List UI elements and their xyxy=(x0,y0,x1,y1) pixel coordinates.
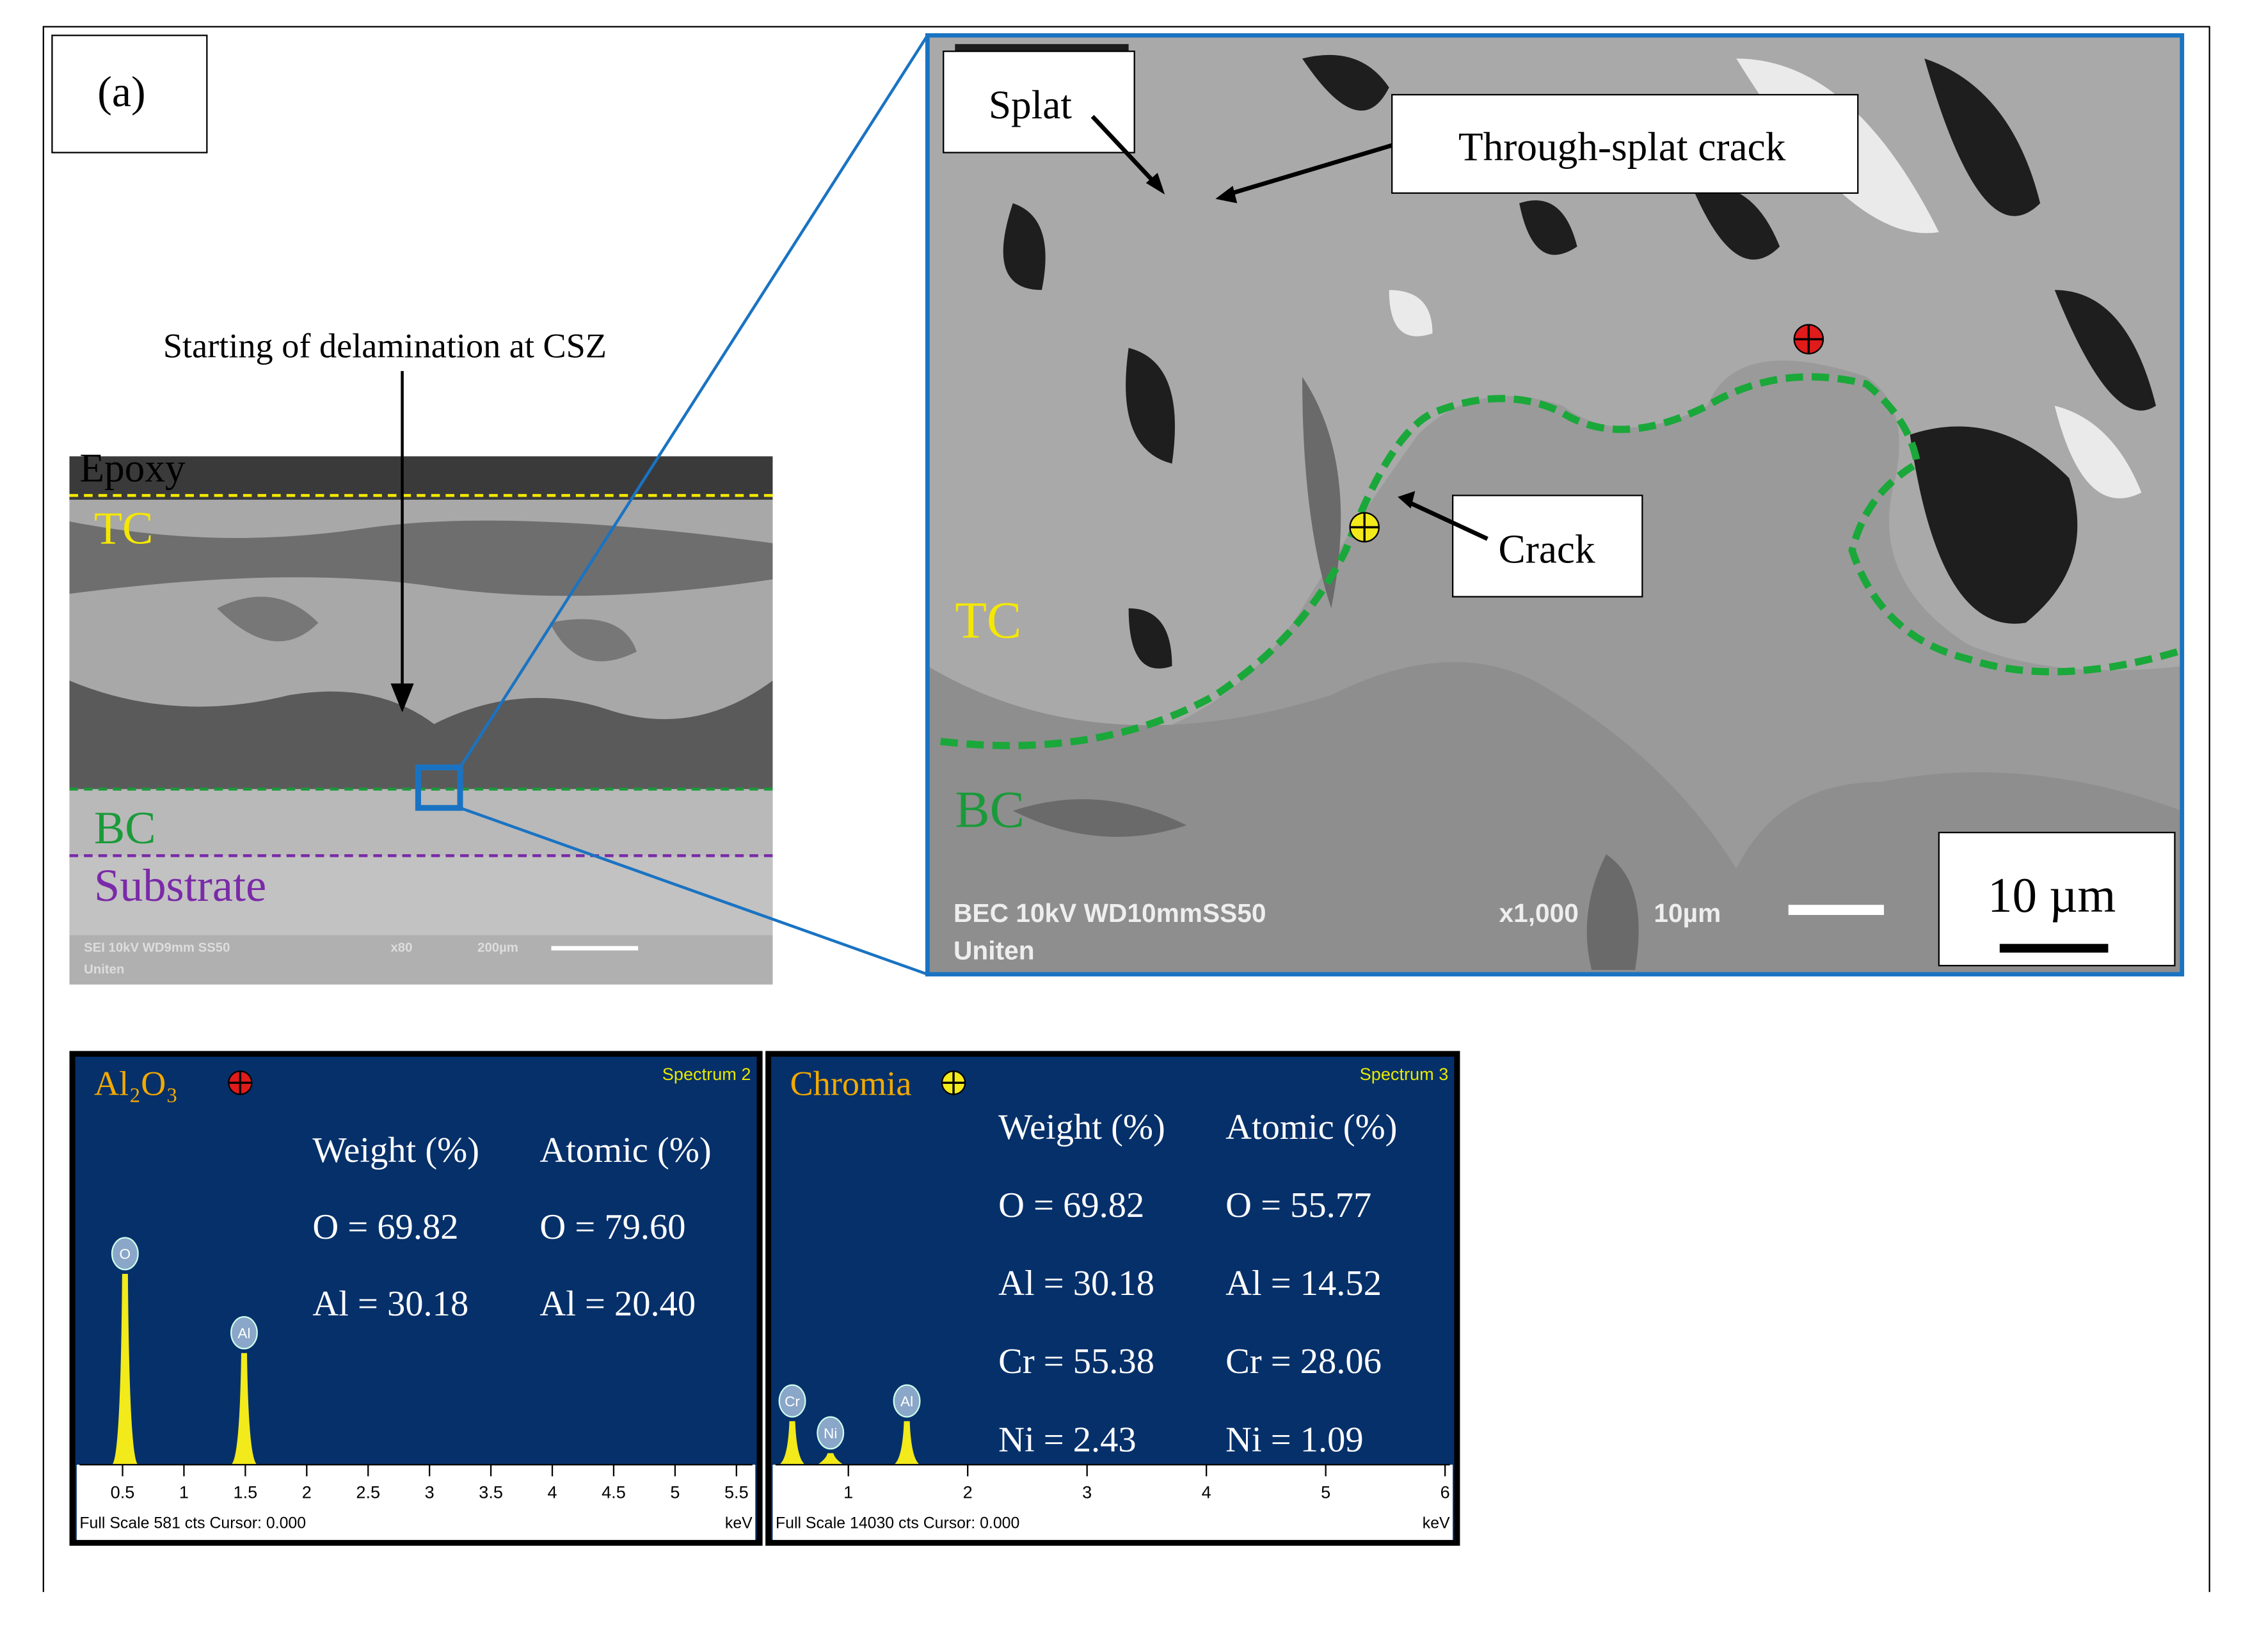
spectra: Al₂O₃ Spectrum 2 Weight (%) Atomic (%) O = 6… xyxy=(69,1051,1460,1546)
axis-strip xyxy=(76,1465,756,1540)
peak-label-bubble xyxy=(817,1416,845,1450)
peak xyxy=(817,1453,844,1465)
arrowhead xyxy=(390,683,414,713)
composition: Al = 14.52 xyxy=(1225,1264,1382,1303)
tick-label: 6 xyxy=(1440,1482,1450,1502)
sem-info: x80 xyxy=(390,941,412,955)
zoom-line xyxy=(459,806,929,976)
marker-cross xyxy=(941,1071,966,1095)
sem-info: 10µm xyxy=(1654,898,1721,928)
layer-label: Epoxy xyxy=(79,446,186,491)
tick-label: 0.5 xyxy=(111,1482,135,1502)
tick-label: 2.5 xyxy=(356,1482,380,1502)
composition: Al = 30.18 xyxy=(312,1284,468,1324)
tick-label: 3.5 xyxy=(479,1482,503,1502)
peak-label: Al xyxy=(900,1394,913,1410)
callout: Splat xyxy=(989,83,1073,127)
tick-label: 2 xyxy=(302,1482,312,1502)
peak-label-bubble xyxy=(230,1316,258,1350)
callout-box xyxy=(1452,495,1643,598)
arrows xyxy=(1090,115,1488,541)
sem-info: SEI 10kV WD9mm SS50 xyxy=(84,941,230,955)
composition: Al = 20.40 xyxy=(539,1284,696,1324)
peak-label-bubble xyxy=(111,1237,139,1271)
panel-label: (a) xyxy=(97,68,145,116)
column-header: Atomic (%) xyxy=(539,1131,711,1170)
callout: Crack xyxy=(1499,527,1595,571)
composition: Cr = 55.38 xyxy=(998,1342,1154,1381)
tick-label: 5 xyxy=(1321,1482,1330,1502)
peak-label: O xyxy=(120,1246,131,1262)
tick-label: 1 xyxy=(179,1482,189,1502)
tick-label: 4.5 xyxy=(602,1482,626,1502)
zoom-line xyxy=(459,35,929,768)
peak xyxy=(111,1274,138,1465)
annotation: Starting of delamination at CSZ xyxy=(163,326,607,365)
composition: O = 69.82 xyxy=(312,1207,458,1247)
sem-info: 200µm xyxy=(477,941,518,955)
peak-label-bubble xyxy=(778,1384,806,1418)
peak xyxy=(231,1353,257,1465)
composition: O = 55.77 xyxy=(1225,1186,1371,1225)
zoom-box xyxy=(415,764,463,811)
spectrum-panel xyxy=(69,1051,763,1546)
peak-label: Al xyxy=(237,1325,250,1341)
peak-label-bubble xyxy=(893,1384,921,1418)
callout: Through-splat crack xyxy=(1458,125,1786,170)
layer-label: TC xyxy=(94,503,153,554)
composition: Ni = 2.43 xyxy=(998,1420,1137,1459)
scale-label: 10 µm xyxy=(1988,868,2116,923)
tick-label: 4 xyxy=(1202,1482,1211,1502)
composition: O = 69.82 xyxy=(998,1186,1144,1225)
spectrum-name: Spectrum 3 xyxy=(1360,1064,1449,1084)
frame xyxy=(42,26,2210,1592)
sem-info: BEC 10kV WD10mmSS50 xyxy=(953,898,1266,928)
footer: Full Scale 581 cts Cursor: 0.000 xyxy=(79,1514,306,1532)
peak xyxy=(779,1421,806,1465)
column-header: Weight (%) xyxy=(998,1108,1165,1147)
spectrum-panel xyxy=(765,1051,1460,1546)
layer-label: BC xyxy=(955,781,1025,839)
peak-label: Ni xyxy=(824,1426,837,1442)
peak-label: Cr xyxy=(785,1394,800,1410)
spectrum-title: Al₂O₃ xyxy=(94,1065,178,1103)
unit: keV xyxy=(725,1514,753,1532)
layer-label: Substrate xyxy=(94,860,266,911)
column-header: Atomic (%) xyxy=(1225,1108,1397,1147)
scale-box xyxy=(1938,832,2176,967)
marker-cross xyxy=(228,1071,252,1095)
composition: Cr = 28.06 xyxy=(1225,1342,1382,1381)
tick-label: 3 xyxy=(425,1482,435,1502)
sem-info: Uniten xyxy=(84,962,124,976)
tick-label: 2 xyxy=(963,1482,973,1502)
tick-label: 5 xyxy=(670,1482,680,1502)
spectrum-name: Spectrum 2 xyxy=(662,1064,751,1084)
sem-info: x1,000 xyxy=(1499,898,1578,928)
layer-label: BC xyxy=(94,802,156,854)
layer-label: TC xyxy=(955,591,1021,649)
axis-strip xyxy=(772,1465,1453,1540)
footer: Full Scale 14030 cts Cursor: 0.000 xyxy=(776,1514,1019,1532)
label-box xyxy=(51,35,208,154)
composition: Al = 30.18 xyxy=(998,1264,1154,1303)
tick-label: 4 xyxy=(547,1482,557,1502)
spectrum-title: Chromia xyxy=(790,1065,912,1103)
scale-bar xyxy=(1999,944,2109,953)
peak xyxy=(893,1421,920,1465)
callout-box xyxy=(1391,93,1859,194)
sem-info: Uniten xyxy=(953,936,1035,965)
composition: Ni = 1.09 xyxy=(1225,1420,1364,1459)
unit: keV xyxy=(1423,1514,1450,1532)
tick-label: 1.5 xyxy=(234,1482,258,1502)
tick-label: 5.5 xyxy=(724,1482,749,1502)
composition: O = 79.60 xyxy=(539,1207,685,1247)
tick-label: 1 xyxy=(843,1482,853,1502)
tick-label: 3 xyxy=(1082,1482,1092,1502)
column-header: Weight (%) xyxy=(312,1131,479,1170)
callout-box xyxy=(943,51,1135,154)
